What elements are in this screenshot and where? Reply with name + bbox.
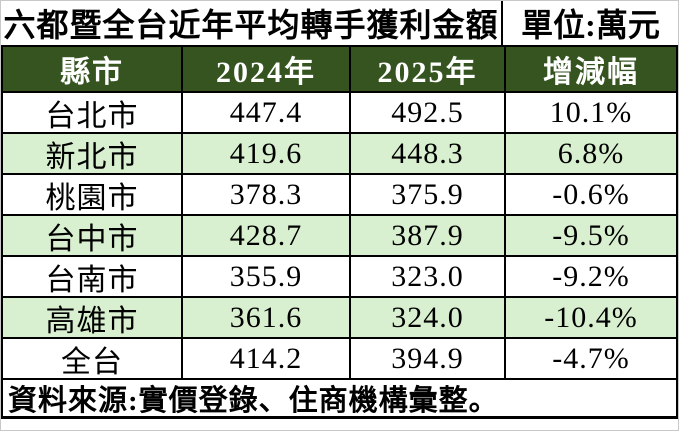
- title-row: 六都暨全台近年平均轉手獲利金額 單位:萬元: [1, 1, 678, 45]
- change-cell: -9.5%: [504, 214, 676, 255]
- value-2024-cell: 361.6: [181, 296, 349, 337]
- page-title: 六都暨全台近年平均轉手獲利金額: [1, 1, 503, 45]
- change-cell: -9.2%: [504, 255, 676, 296]
- value-2024-cell: 447.4: [181, 91, 349, 132]
- value-2025-cell: 387.9: [349, 214, 504, 255]
- city-cell: 全台: [3, 337, 181, 379]
- change-cell: -4.7%: [504, 337, 676, 378]
- value-2025-cell: 394.9: [349, 337, 504, 378]
- change-cell: 10.1%: [504, 91, 676, 132]
- value-2024-cell: 378.3: [181, 173, 349, 214]
- city-cell: 桃園市: [3, 173, 181, 215]
- value-2024-cell: 428.7: [181, 214, 349, 255]
- value-2025-cell: 492.5: [349, 91, 504, 132]
- city-cell: 台南市: [3, 255, 181, 297]
- column-header-2025: 2025年: [349, 47, 504, 91]
- change-cell: 6.8%: [504, 132, 676, 173]
- value-2025-cell: 323.0: [349, 255, 504, 296]
- city-cell: 高雄市: [3, 296, 181, 338]
- city-cell: 新北市: [3, 132, 181, 174]
- column-header-change: 增減幅: [504, 47, 676, 91]
- change-cell: -10.4%: [504, 296, 676, 337]
- city-cell: 台北市: [3, 91, 181, 133]
- value-2024-cell: 355.9: [181, 255, 349, 296]
- value-2025-cell: 448.3: [349, 132, 504, 173]
- change-cell: -0.6%: [504, 173, 676, 214]
- value-2025-cell: 375.9: [349, 173, 504, 214]
- source-note: 資料來源:實價登錄、住商機構彙整。: [3, 378, 676, 417]
- value-2025-cell: 324.0: [349, 296, 504, 337]
- column-header-city: 縣市: [3, 47, 181, 91]
- data-table: 縣市 2024年 2025年 增減幅 台北市 447.4 492.5 10.1%…: [1, 45, 678, 419]
- column-header-2024: 2024年: [181, 47, 349, 91]
- value-2024-cell: 414.2: [181, 337, 349, 378]
- value-2024-cell: 419.6: [181, 132, 349, 173]
- unit-label: 單位:萬元: [521, 7, 660, 43]
- city-cell: 台中市: [3, 214, 181, 256]
